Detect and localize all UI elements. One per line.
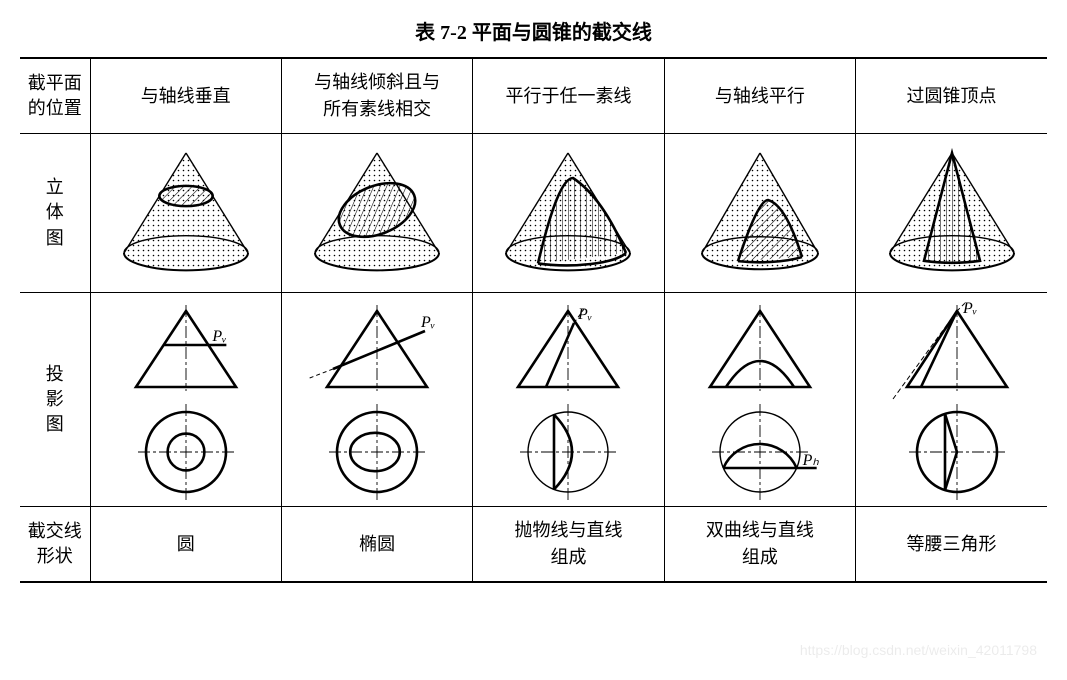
pos-3-text: 与轴线平行 [715, 86, 805, 106]
table-title: 表 7-2 平面与圆锥的截交线 [20, 16, 1047, 45]
pos-4: 过圆锥顶点 [856, 58, 1047, 134]
rowhdr-shape-text: 截交线 形状 [28, 521, 82, 566]
row-position: 截平面 的位置 与轴线垂直 与轴线倾斜且与 所有素线相交 平行于任一素线 与轴线… [20, 58, 1047, 134]
pos-2-text: 平行于任一素线 [505, 86, 631, 106]
rowhdr-solid-0: 立 [24, 175, 86, 200]
svg-text:Pᵥ: Pᵥ [577, 306, 592, 323]
shape-2-text: 抛物线与直线 组成 [514, 520, 622, 567]
row-solid: 立 体 图 [20, 134, 1047, 293]
proj-4: Pᵥ [856, 293, 1047, 507]
pos-2: 平行于任一素线 [473, 58, 664, 134]
solid-3 [664, 134, 855, 293]
proj-3: Pₕ [664, 293, 855, 507]
rowhdr-position-text: 截平面 的位置 [28, 73, 82, 118]
page: 表 7-2 平面与圆锥的截交线 截平面 的位置 与轴线垂直 与轴线倾斜且与 所有… [0, 0, 1067, 680]
proj-1: Pᵥ [281, 293, 472, 507]
shape-3-text: 双曲线与直线 组成 [706, 520, 814, 567]
rowhdr-shape: 截交线 形状 [20, 507, 90, 583]
rowhdr-solid: 立 体 图 [20, 134, 90, 293]
row-shape: 截交线 形状 圆 椭圆 抛物线与直线 组成 双曲线与直线 组成 等腰三角形 [20, 507, 1047, 583]
rowhdr-proj: 投 影 图 [20, 293, 90, 507]
rowhdr-proj-1: 影 [24, 387, 86, 412]
svg-text:Pₕ: Pₕ [802, 452, 820, 469]
rowhdr-solid-1: 体 [24, 200, 86, 225]
shape-1: 椭圆 [281, 507, 472, 583]
main-table: 截平面 的位置 与轴线垂直 与轴线倾斜且与 所有素线相交 平行于任一素线 与轴线… [20, 57, 1047, 583]
svg-text:Pᵥ: Pᵥ [962, 300, 977, 317]
shape-2: 抛物线与直线 组成 [473, 507, 664, 583]
svg-text:Pᵥ: Pᵥ [211, 328, 226, 345]
pos-1: 与轴线倾斜且与 所有素线相交 [281, 58, 472, 134]
proj-0: Pᵥ [90, 293, 281, 507]
rowhdr-proj-0: 投 [24, 362, 86, 387]
rowhdr-position: 截平面 的位置 [20, 58, 90, 134]
pos-4-text: 过圆锥顶点 [907, 86, 997, 106]
shape-3: 双曲线与直线 组成 [664, 507, 855, 583]
solid-1 [281, 134, 472, 293]
shape-0-text: 圆 [177, 534, 195, 554]
pos-3: 与轴线平行 [664, 58, 855, 134]
shape-4: 等腰三角形 [856, 507, 1047, 583]
solid-0 [90, 134, 281, 293]
solid-4 [856, 134, 1047, 293]
pos-0-text: 与轴线垂直 [141, 86, 231, 106]
rowhdr-solid-2: 图 [24, 226, 86, 251]
proj-2: Pᵥ [473, 293, 664, 507]
solid-2 [473, 134, 664, 293]
pos-0: 与轴线垂直 [90, 58, 281, 134]
shape-0: 圆 [90, 507, 281, 583]
shape-4-text: 等腰三角形 [907, 534, 997, 554]
rowhdr-proj-2: 图 [24, 412, 86, 437]
svg-text:Pᵥ: Pᵥ [420, 314, 435, 331]
shape-1-text: 椭圆 [359, 534, 395, 554]
pos-1-text: 与轴线倾斜且与 所有素线相交 [314, 72, 440, 119]
row-proj: 投 影 图 Pᵥ Pᵥ Pᵥ Pₕ Pᵥ [20, 293, 1047, 507]
